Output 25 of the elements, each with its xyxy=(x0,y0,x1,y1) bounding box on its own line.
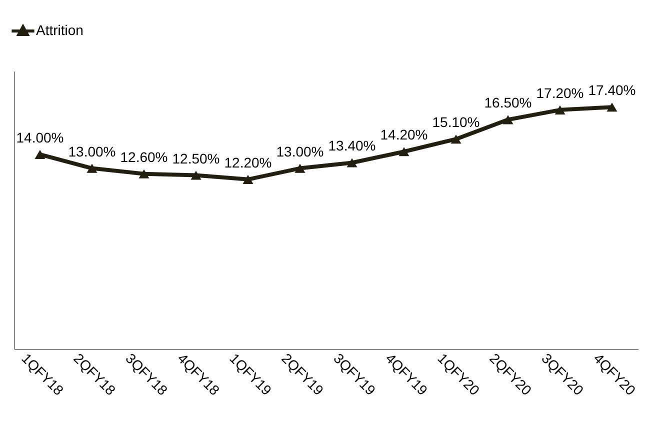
data-label: 13.00% xyxy=(68,143,116,160)
data-label: 14.00% xyxy=(16,129,64,146)
data-label: 15.10% xyxy=(432,114,480,130)
data-label: 16.50% xyxy=(484,94,532,111)
point xyxy=(346,158,358,168)
point xyxy=(502,115,514,124)
point xyxy=(554,105,566,114)
data-label: 12.60% xyxy=(120,148,168,165)
point xyxy=(242,174,254,184)
point xyxy=(138,169,150,178)
legend-label: Attrition xyxy=(36,22,84,38)
data-label: 12.20% xyxy=(224,154,272,170)
data-label: 13.00% xyxy=(276,143,324,160)
data-label: 13.40% xyxy=(328,138,376,154)
point xyxy=(606,102,618,112)
point xyxy=(86,164,98,173)
point xyxy=(450,134,462,144)
data-label: 17.40% xyxy=(588,82,636,98)
data-label: 17.20% xyxy=(536,84,584,101)
point xyxy=(190,170,202,180)
point xyxy=(34,150,46,159)
point xyxy=(398,147,410,156)
data-label: 12.50% xyxy=(172,150,220,166)
data-label: 14.20% xyxy=(380,126,428,143)
point xyxy=(294,164,306,173)
